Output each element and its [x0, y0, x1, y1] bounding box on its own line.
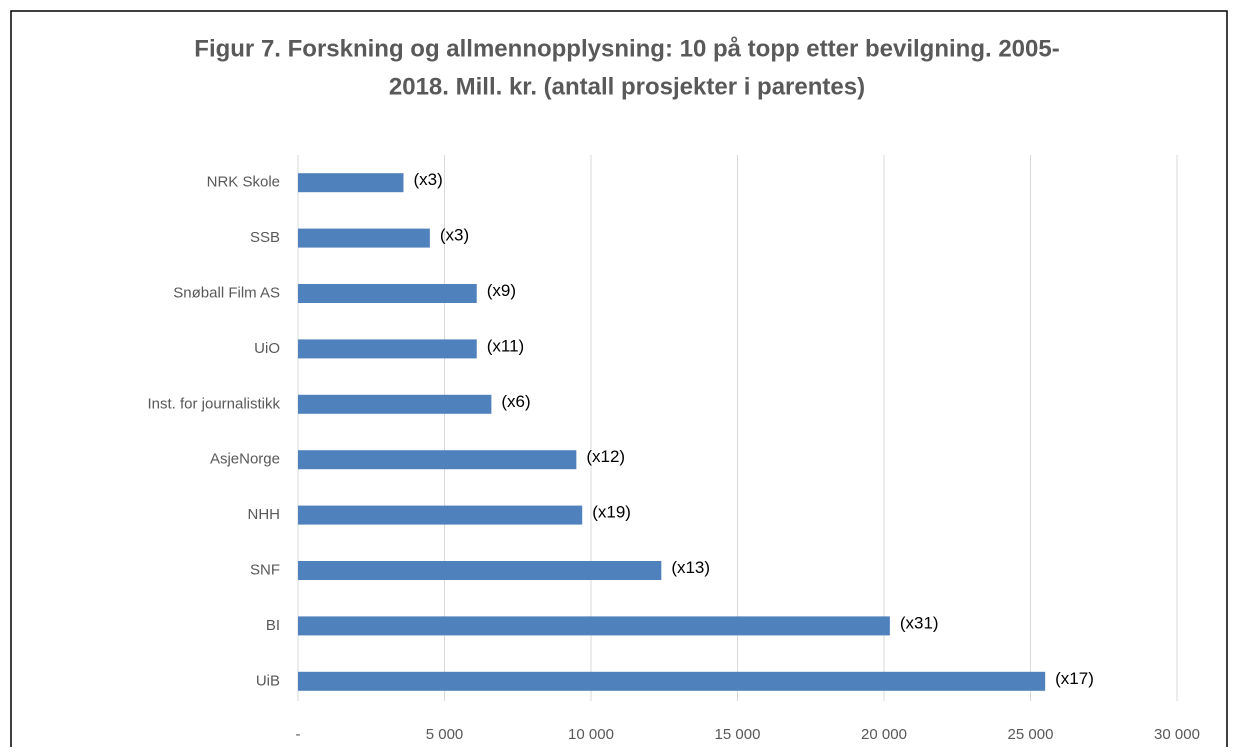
y-tick-label: BI	[266, 617, 280, 634]
bar	[298, 616, 890, 636]
y-tick-label: NRK Skole	[207, 174, 280, 191]
value-label: (x31)	[900, 613, 939, 632]
value-label: (x19)	[592, 503, 631, 522]
y-tick-label: AsjeNorge	[210, 451, 280, 468]
chart-title: 2018. Mill. kr. (antall prosjekter i par…	[389, 73, 865, 100]
x-tick-label: 5 000	[426, 726, 464, 743]
y-tick-label: SNF	[250, 561, 280, 578]
x-tick-label: 25 000	[1008, 726, 1054, 743]
x-tick-label: 15 000	[715, 726, 761, 743]
bar	[298, 394, 492, 414]
value-label: (x3)	[413, 170, 442, 189]
x-tick-label: 30 000	[1154, 726, 1200, 743]
y-tick-label: NHH	[248, 506, 281, 523]
bar	[298, 671, 1046, 691]
y-tick-label: Inst. for journalistikk	[147, 395, 280, 412]
chart-title: Figur 7. Forskning og allmennopplysning:…	[194, 35, 1059, 62]
bar	[298, 173, 404, 193]
bar	[298, 228, 430, 248]
value-label: (x11)	[487, 336, 524, 355]
x-tick-label: 20 000	[861, 726, 907, 743]
bar	[298, 561, 662, 580]
value-label: (x3)	[440, 226, 469, 245]
y-tick-label: Snøball Film AS	[173, 284, 280, 301]
value-label: (x9)	[487, 281, 516, 300]
bar	[298, 505, 583, 525]
bar	[298, 450, 577, 470]
value-label: (x13)	[671, 558, 710, 577]
y-tick-label: UiO	[254, 340, 280, 357]
bar	[298, 339, 477, 359]
y-tick-label: SSB	[250, 229, 280, 246]
value-label: (x6)	[501, 392, 530, 411]
x-tick-label: 10 000	[568, 726, 614, 743]
x-tick-label: -	[296, 726, 301, 743]
y-tick-label: UiB	[256, 672, 280, 689]
bar	[298, 284, 477, 303]
value-label: (x17)	[1055, 669, 1094, 688]
frame	[10, 10, 1228, 752]
value-label: (x12)	[586, 447, 625, 466]
